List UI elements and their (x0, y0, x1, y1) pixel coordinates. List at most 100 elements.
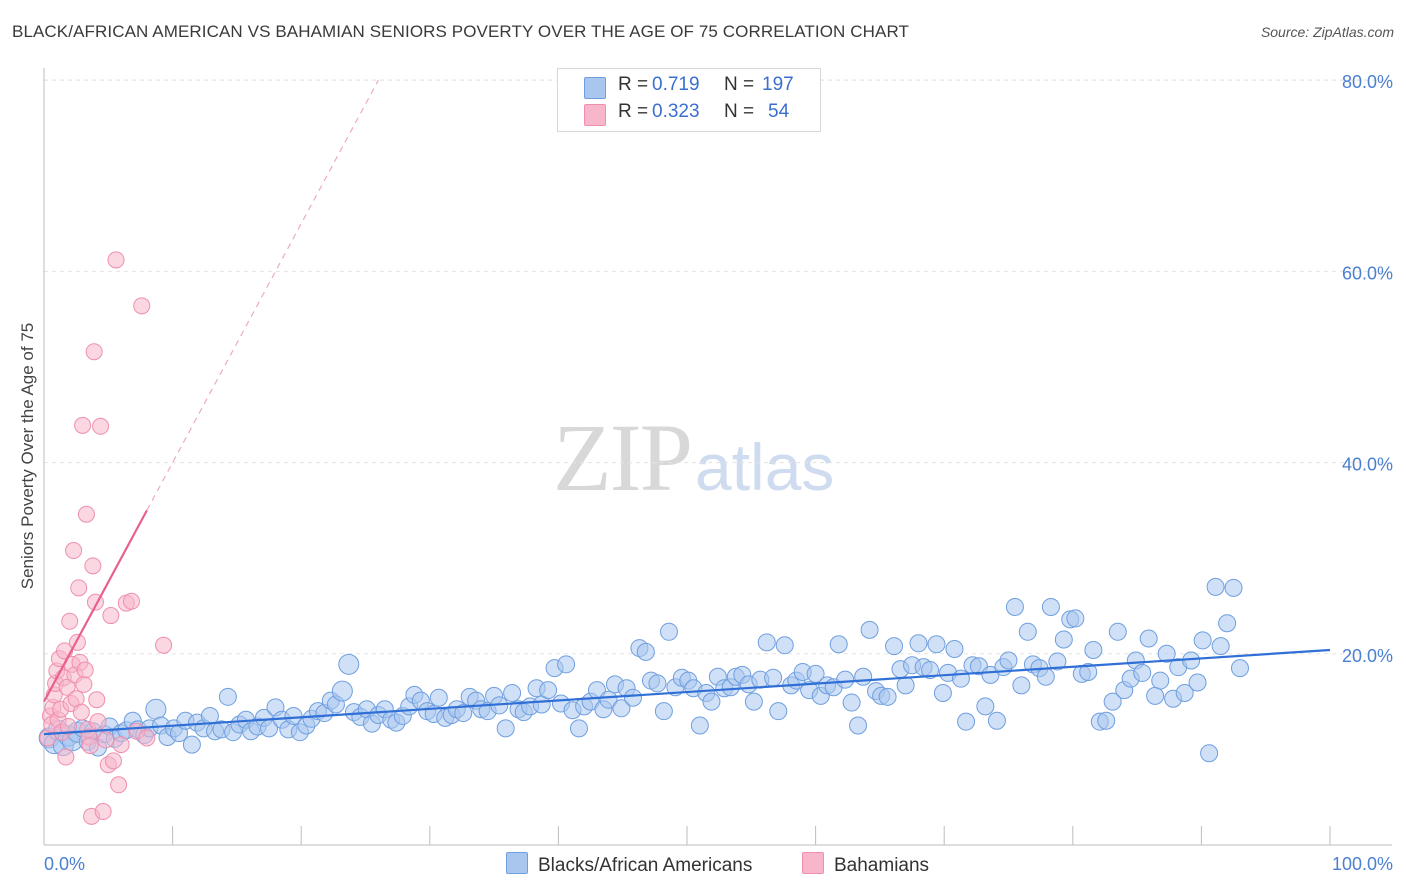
data-point-blue (909, 634, 928, 653)
legend-n-label: N = (724, 101, 755, 122)
data-point-pink (110, 776, 128, 794)
data-point-blue (1103, 692, 1122, 711)
data-point-pink (102, 607, 120, 625)
data-point-blue (849, 716, 868, 735)
data-point-blue (1084, 640, 1103, 659)
data-point-blue (648, 674, 667, 693)
data-point-blue (1066, 609, 1085, 628)
data-point-blue (1079, 662, 1098, 681)
data-point-blue (1048, 652, 1067, 671)
data-point-blue (999, 651, 1018, 670)
data-point-blue (1206, 577, 1225, 596)
data-point-blue (878, 687, 897, 706)
data-point-pink (155, 636, 173, 654)
data-point-blue (744, 692, 763, 711)
data-point-blue (987, 711, 1006, 730)
data-point-blue (775, 636, 794, 655)
legend-n-value: 54 (768, 101, 790, 122)
x-tick-label-min: 0.0% (44, 854, 85, 874)
data-point-blue (1005, 597, 1024, 616)
watermark-zip: ZIP (553, 404, 693, 511)
data-point-blue (145, 698, 167, 720)
y-tick-label: 60.0% (1342, 263, 1393, 283)
data-point-blue (854, 667, 873, 686)
data-point-blue (933, 683, 952, 702)
data-point-blue (927, 635, 946, 654)
data-point-pink (122, 592, 140, 610)
series-blacks-african-americans (38, 577, 1249, 763)
data-point-pink (94, 803, 112, 821)
data-point-blue (836, 670, 855, 689)
y-axis-label: Seniors Poverty Over the Age of 75 (18, 323, 37, 589)
data-point-pink (92, 417, 110, 435)
data-point-blue (569, 719, 588, 738)
watermark: ZIPatlas (553, 402, 834, 513)
trend-lines (43, 79, 1331, 736)
bottom-legend-swatch-pink (802, 852, 824, 874)
data-point-blue (1054, 630, 1073, 649)
trend-line-pink-extension (146, 79, 379, 511)
data-point-blue (503, 683, 522, 702)
data-point-pink (77, 505, 95, 523)
data-point-blue (1218, 614, 1237, 633)
data-point-pink (58, 678, 76, 696)
data-point-blue (1018, 622, 1037, 641)
data-point-blue (806, 664, 825, 683)
data-point-pink (107, 251, 125, 269)
data-point-blue (1157, 644, 1176, 663)
data-point-pink (112, 736, 130, 754)
data-point-pink (81, 737, 99, 755)
data-point-pink (74, 416, 92, 434)
trend-line-pink (43, 509, 148, 703)
data-point-blue (896, 676, 915, 695)
legend-r-label: R = (618, 74, 649, 95)
data-point-pink (133, 297, 151, 315)
legend-swatch-blue (584, 77, 606, 99)
data-point-blue (769, 702, 788, 721)
data-point-blue (539, 681, 558, 700)
legend-row-blue: R = 0.719 N = 197 (558, 74, 820, 100)
trend-line-blue (43, 648, 1331, 736)
data-point-blue (612, 699, 631, 718)
tick-labels: 20.0% 40.0% 60.0% 80.0% 0.0% 100.0% (44, 72, 1393, 874)
data-point-blue (636, 642, 655, 661)
legend-n-value: 197 (762, 74, 794, 95)
data-point-pink (97, 731, 115, 749)
data-point-pink (89, 713, 107, 731)
bottom-legend-pink: Bahamians (802, 852, 929, 877)
legend-row-pink: R = 0.323 N = 54 (558, 101, 820, 127)
watermark-atlas: atlas (695, 430, 835, 504)
data-point-blue (1139, 629, 1158, 648)
data-point-blue (1133, 663, 1152, 682)
bottom-legend-blue: Blacks/African Americans (506, 852, 752, 877)
data-point-pink (85, 343, 103, 361)
data-point-blue (1146, 686, 1165, 705)
data-point-blue (218, 687, 237, 706)
data-point-pink (70, 579, 88, 597)
legend-r-value: 0.323 (652, 101, 700, 122)
data-point-pink (61, 612, 79, 630)
data-point-blue (1211, 637, 1230, 656)
data-point-blue (702, 692, 721, 711)
bottom-legend-label-pink: Bahamians (834, 855, 930, 876)
data-point-blue (1108, 622, 1127, 641)
data-point-blue (1097, 711, 1116, 730)
y-tick-label: 80.0% (1342, 72, 1393, 92)
data-point-blue (860, 620, 879, 639)
data-point-blue (976, 697, 995, 716)
data-point-blue (1151, 671, 1170, 690)
y-tick-label: 40.0% (1342, 455, 1393, 475)
data-point-blue (690, 716, 709, 735)
data-point-pink (76, 661, 94, 679)
correlation-legend: R = 0.719 N = 197 R = 0.323 N = 54 (557, 68, 821, 132)
data-point-pink (65, 542, 83, 560)
data-point-blue (1188, 673, 1207, 692)
y-tick-label: 20.0% (1342, 646, 1393, 666)
data-point-blue (557, 655, 576, 674)
data-point-blue (623, 688, 642, 707)
data-point-blue (284, 706, 303, 725)
data-point-pink (104, 752, 122, 770)
data-point-blue (885, 637, 904, 656)
legend-r-value: 0.719 (652, 74, 700, 95)
